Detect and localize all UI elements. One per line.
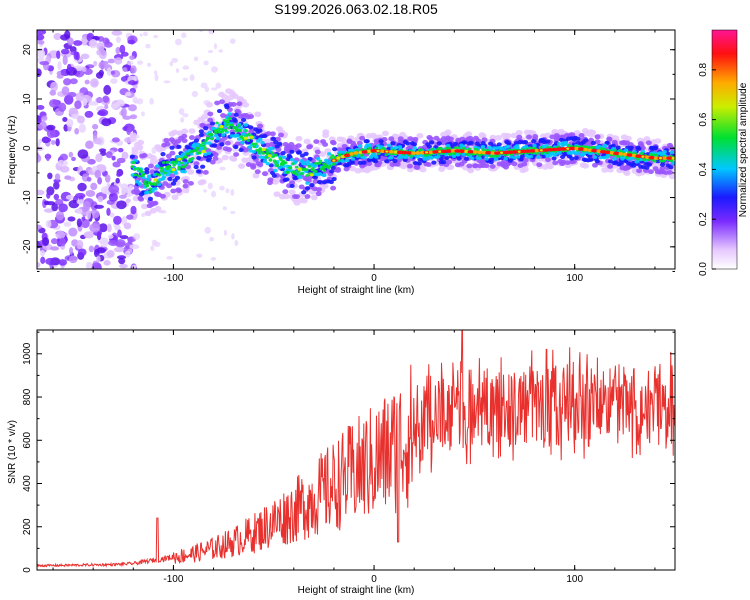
snr-ytick-label: 200 — [22, 518, 33, 535]
colorbar-tick-label: 0.6 — [698, 112, 709, 126]
colorbar-gradient — [711, 29, 738, 270]
snr-xlabel: Height of straight line (km) — [298, 585, 415, 596]
colorbar-ticks: 0.0 0.2 0.4 0.6 0.8 — [698, 62, 716, 276]
colorbar-tick-label: 0.8 — [698, 62, 709, 76]
snr-ytick-label: 800 — [22, 388, 33, 405]
colorbar-label: Normalized spectral amplitude — [738, 82, 749, 217]
spectrogram-ytick-label: -20 — [22, 239, 33, 254]
spectrogram-ytick-label: -10 — [22, 190, 33, 205]
spectrogram-xtick-label: -100 — [163, 273, 183, 284]
spectrogram-ylabel: Frequency (Hz) — [7, 116, 18, 185]
snr-ylabel: SNR (10 * v/v) — [7, 420, 18, 484]
snr-ytick-label: 600 — [22, 431, 33, 448]
spectrogram-noise-layer — [37, 30, 239, 269]
spectrogram-xlabel: Height of straight line (km) — [298, 285, 415, 296]
spectrogram-ridge-layer — [129, 88, 675, 217]
snr-xtick-label: -100 — [163, 574, 183, 585]
colorbar-tick-label: 0.0 — [698, 262, 709, 276]
spectrogram-xtick-label: 100 — [566, 273, 583, 284]
colorbar-tick-label: 0.4 — [698, 162, 709, 176]
spectrogram-ytick-label: 20 — [22, 44, 33, 56]
snr-ytick-label: 400 — [22, 475, 33, 492]
snr-ytick-label: 0 — [22, 567, 33, 573]
figure-title: S199.2026.063.02.18.R05 — [274, 1, 438, 17]
snr-xtick-label: 0 — [371, 574, 377, 585]
snr-xtick-label: 100 — [566, 574, 583, 585]
colorbar: 0.0 0.2 0.4 0.6 0.8 Normalized spectral ampl… — [698, 29, 749, 276]
spectrogram-ytick-label: 0 — [22, 145, 33, 151]
colorbar-tick-label: 0.2 — [698, 212, 709, 226]
snr-ytick-label: 1000 — [22, 342, 33, 365]
spectrogram-ytick-label: 10 — [22, 93, 33, 105]
snr-series-line — [37, 330, 675, 568]
spectrogram-xtick-label: 0 — [371, 273, 377, 284]
